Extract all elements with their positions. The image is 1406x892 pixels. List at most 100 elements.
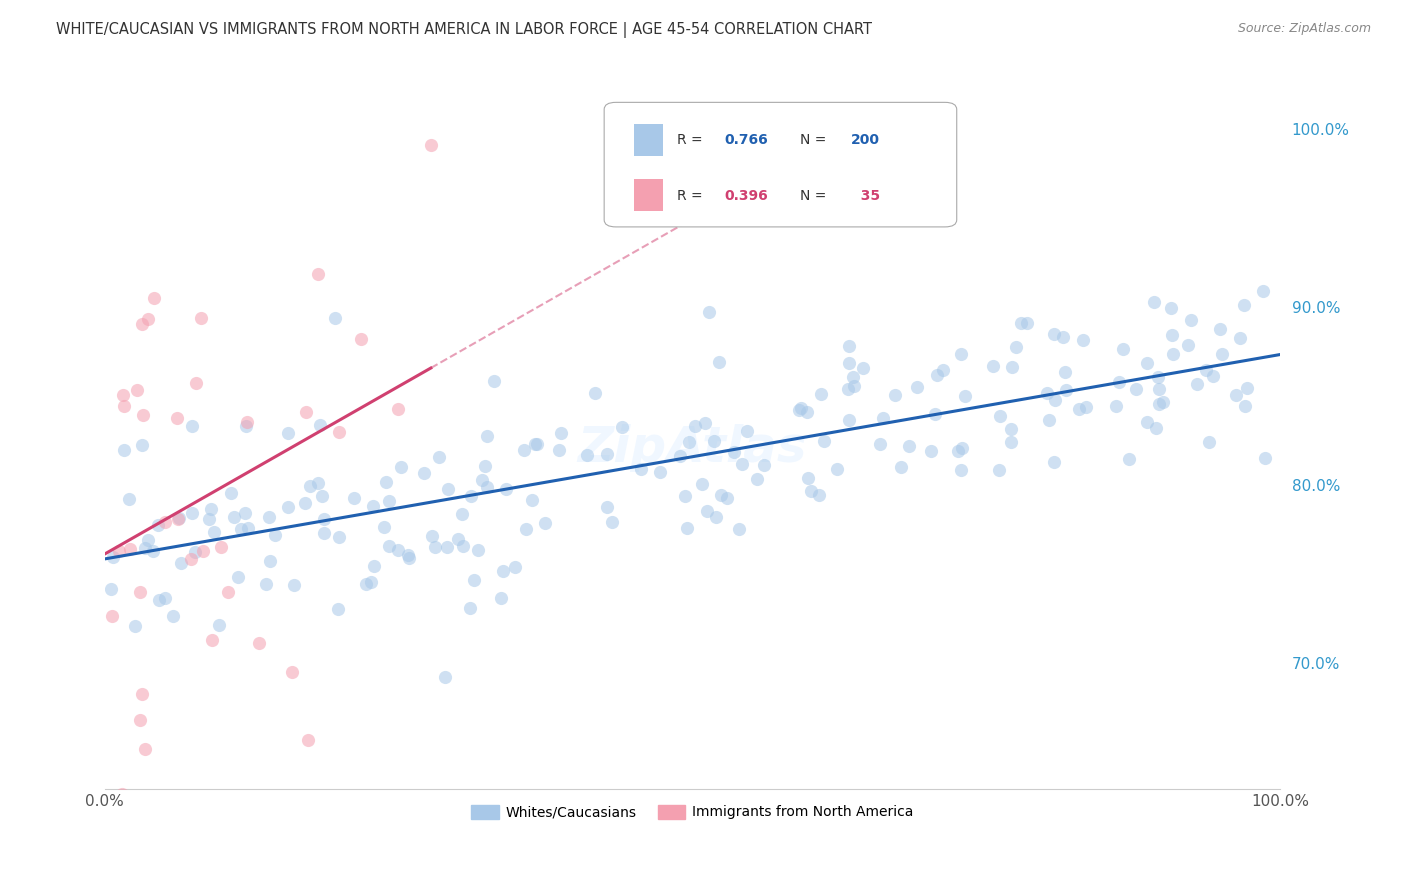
Point [112, 442, 135, 457]
Text: 100.0%: 100.0% [1292, 123, 1350, 138]
Point [101, 609, 124, 624]
Point [548, 443, 571, 458]
Point [398, 550, 420, 565]
Point [1017, 317, 1039, 331]
Point [890, 459, 912, 474]
Point [311, 489, 333, 503]
Point [1251, 284, 1274, 298]
Point [184, 376, 207, 390]
Point [180, 506, 202, 520]
Point [281, 665, 304, 679]
Point [1105, 399, 1128, 413]
Point [107, 543, 129, 558]
Point [1125, 383, 1147, 397]
Point [1253, 451, 1275, 466]
Point [710, 488, 733, 502]
Text: Source: ZipAtlas.com: Source: ZipAtlas.com [1237, 22, 1371, 36]
Point [142, 544, 165, 558]
Point [307, 475, 329, 490]
Point [1052, 329, 1074, 343]
Point [131, 687, 153, 701]
Point [1000, 434, 1022, 449]
Point [361, 500, 384, 514]
Point [1043, 455, 1066, 469]
Point [180, 552, 202, 566]
Text: 35: 35 [851, 188, 880, 202]
Point [208, 617, 231, 632]
Point [458, 600, 481, 615]
Point [1136, 415, 1159, 429]
Point [389, 459, 412, 474]
Point [1152, 395, 1174, 409]
Point [807, 488, 830, 502]
Point [328, 425, 350, 439]
Text: 90.0%: 90.0% [1292, 301, 1340, 317]
Point [217, 585, 239, 599]
Point [703, 434, 725, 449]
Point [134, 742, 156, 756]
Point [1187, 377, 1209, 392]
Point [1000, 422, 1022, 436]
Point [1004, 340, 1026, 354]
Point [513, 442, 536, 457]
Point [787, 402, 810, 417]
Point [283, 578, 305, 592]
Point [328, 530, 350, 544]
Point [396, 548, 419, 562]
Point [257, 510, 280, 524]
Point [503, 559, 526, 574]
Point [685, 419, 707, 434]
Point [704, 510, 727, 524]
Point [678, 434, 700, 449]
Point [297, 733, 319, 747]
Point [1229, 331, 1251, 345]
Point [114, 399, 136, 413]
Point [236, 415, 259, 429]
Point [675, 521, 697, 535]
Point [201, 633, 224, 648]
Point [723, 444, 745, 458]
Point [575, 448, 598, 462]
Point [988, 409, 1011, 424]
Point [482, 375, 505, 389]
Point [451, 507, 474, 521]
Point [1209, 321, 1232, 335]
Point [378, 494, 401, 508]
Point [153, 515, 176, 529]
Point [883, 388, 905, 402]
Point [1236, 381, 1258, 395]
Point [1225, 388, 1247, 402]
Point [852, 361, 875, 376]
Point [343, 491, 366, 506]
Point [460, 490, 482, 504]
Point [451, 539, 474, 553]
Point [837, 383, 859, 397]
Point [191, 543, 214, 558]
Bar [634, 179, 662, 211]
Point [412, 467, 434, 481]
Point [1111, 342, 1133, 356]
Point [148, 593, 170, 607]
Point [1147, 382, 1170, 396]
Point [112, 388, 135, 402]
Point [1163, 347, 1185, 361]
Point [363, 559, 385, 574]
Point [134, 541, 156, 556]
Point [463, 573, 485, 587]
Point [872, 411, 894, 425]
Point [447, 532, 470, 546]
Point [1147, 397, 1170, 411]
Point [1233, 399, 1256, 413]
Point [1071, 333, 1094, 347]
Point [1010, 316, 1032, 330]
Point [1194, 363, 1216, 377]
Point [800, 484, 823, 499]
Point [323, 311, 346, 326]
Point [235, 419, 257, 434]
Point [716, 491, 738, 505]
Point [118, 542, 141, 557]
Point [474, 458, 496, 473]
Point [247, 635, 270, 649]
Point [946, 444, 969, 458]
Point [731, 457, 754, 471]
